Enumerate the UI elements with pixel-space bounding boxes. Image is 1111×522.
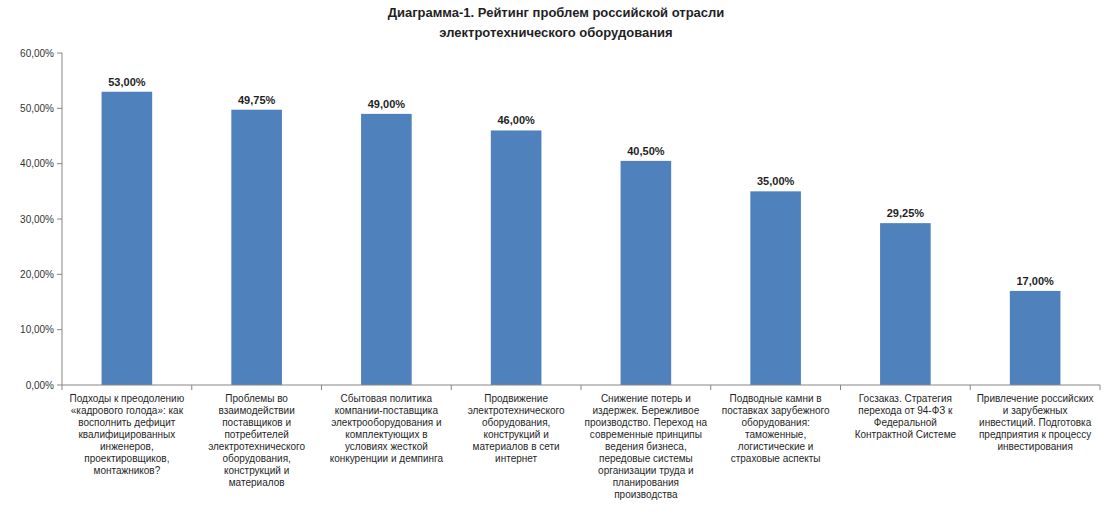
x-tick <box>710 385 711 390</box>
bar <box>750 191 801 385</box>
y-tick <box>57 274 62 275</box>
y-tick <box>57 385 62 386</box>
x-tick <box>970 385 971 390</box>
data-label: 53,00% <box>108 76 146 88</box>
y-tick-label: 30,00% <box>20 214 54 225</box>
x-tick <box>321 385 322 390</box>
y-tick-label: 50,00% <box>20 103 54 114</box>
bar <box>1010 291 1061 385</box>
data-label: 46,00% <box>497 114 535 126</box>
y-tick <box>57 108 62 109</box>
bars <box>102 92 1061 385</box>
bar <box>231 110 282 385</box>
y-tick <box>57 163 62 164</box>
chart: Диаграмма-1. Рейтинг проблем российской … <box>0 0 1111 522</box>
x-tick-label: Привлечение российскихи зарубежныхинвест… <box>977 393 1094 452</box>
bar <box>102 92 153 385</box>
x-tick-label: Подводные камни впоставках зарубежногооб… <box>722 393 830 464</box>
y-tick-label: 10,00% <box>20 324 54 335</box>
x-tick-label: Продвижениеэлектротехническогооборудован… <box>468 393 565 464</box>
data-label: 49,75% <box>238 94 276 106</box>
x-tick-label: Снижение потерь ииздержек. Бережливоепро… <box>585 393 708 500</box>
x-tick-label: Подходы к преодолению«кадрового голода»:… <box>70 393 185 476</box>
data-label: 40,50% <box>627 145 665 157</box>
bar <box>491 130 542 385</box>
x-tick <box>62 385 63 390</box>
title: Диаграмма-1. Рейтинг проблем российской … <box>388 5 725 40</box>
bar <box>880 223 931 385</box>
x-tick-label: Проблемы вовзаимодействиипоставщиков ипо… <box>208 393 305 488</box>
y-tick-label: 0,00% <box>26 380 54 391</box>
x-tick-label: Госзаказ. Стратегияперехода от 94-ФЗ кФе… <box>855 393 957 440</box>
x-tick <box>840 385 841 390</box>
y-tick-label: 60,00% <box>20 48 54 59</box>
data-label: 29,25% <box>887 207 925 219</box>
data-label: 17,00% <box>1016 275 1054 287</box>
x-tick-label: Сбытовая политикакомпании-поставщикаэлек… <box>330 393 444 464</box>
y-tick <box>57 53 62 54</box>
x-tick <box>1100 385 1101 390</box>
y-tick-label: 40,00% <box>20 158 54 169</box>
bar <box>361 114 412 385</box>
x-tick <box>191 385 192 390</box>
y-tick-label: 20,00% <box>20 269 54 280</box>
bar <box>621 161 672 385</box>
data-label: 35,00% <box>757 175 795 187</box>
y-tick <box>57 329 62 330</box>
x-tick <box>451 385 452 390</box>
data-label: 49,00% <box>368 98 406 110</box>
y-tick <box>57 219 62 220</box>
x-tick <box>581 385 582 390</box>
